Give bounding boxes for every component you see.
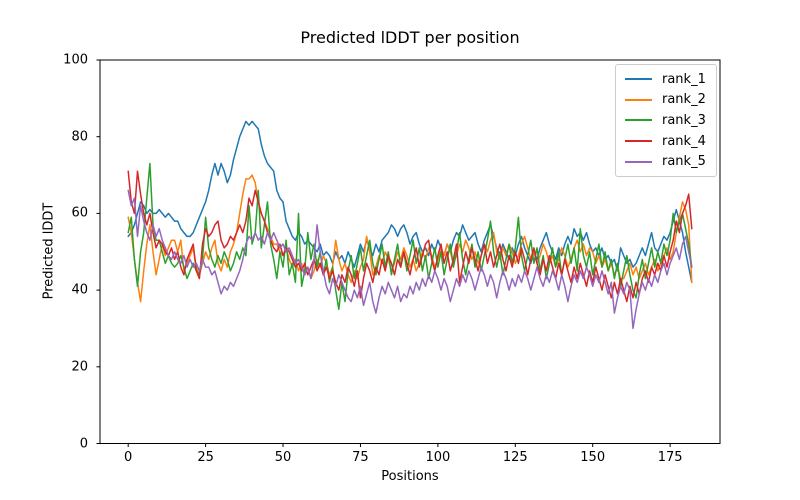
- x-tick-label: 100: [425, 450, 451, 465]
- legend-entry-rank_2: rank_2: [625, 90, 708, 111]
- series-line-rank_2: [127, 174, 693, 303]
- x-tick-label: 25: [197, 450, 214, 465]
- legend-line-sample: [625, 78, 652, 81]
- legend-line-sample: [625, 140, 652, 143]
- chart-title: Predicted lDDT per position: [300, 28, 520, 47]
- x-tick-label: 0: [124, 450, 133, 465]
- y-tick-label: 0: [79, 436, 88, 451]
- axes-frame: [99, 59, 721, 444]
- legend-label: rank_1: [662, 71, 706, 87]
- x-tick-label: 125: [502, 450, 528, 465]
- y-tick-label: 80: [71, 129, 88, 145]
- legend-label: rank_4: [662, 133, 706, 149]
- x-tick-label: 175: [657, 450, 683, 465]
- legend-entry-rank_3: rank_3: [625, 110, 708, 131]
- y-tick-label: 100: [63, 52, 88, 68]
- x-tick-label: 75: [352, 450, 369, 465]
- legend-label: rank_3: [662, 112, 706, 128]
- x-tick-label: 50: [274, 450, 292, 465]
- legend-line-sample: [625, 160, 652, 163]
- legend-label: rank_2: [662, 92, 706, 108]
- series-line-rank_3: [127, 162, 693, 311]
- y-tick-label: 40: [71, 282, 88, 298]
- legend-line-sample: [625, 98, 652, 101]
- legend-label: rank_5: [662, 154, 706, 170]
- legend-entry-rank_1: rank_1: [625, 69, 708, 90]
- series-line-rank_4: [127, 170, 693, 303]
- series-line-rank_5: [127, 189, 693, 330]
- x-axis-label: Positions: [381, 469, 439, 484]
- legend-line-sample: [625, 119, 652, 122]
- legend-entry-rank_5: rank_5: [625, 151, 708, 172]
- series-line-rank_1: [127, 120, 693, 284]
- x-tick-label: 150: [580, 450, 606, 465]
- y-tick-label: 60: [71, 205, 88, 221]
- legend: rank_1 rank_2 rank_3 rank_4 rank_5: [615, 64, 717, 177]
- y-tick-label: 20: [71, 359, 88, 375]
- legend-entry-rank_4: rank_4: [625, 131, 708, 152]
